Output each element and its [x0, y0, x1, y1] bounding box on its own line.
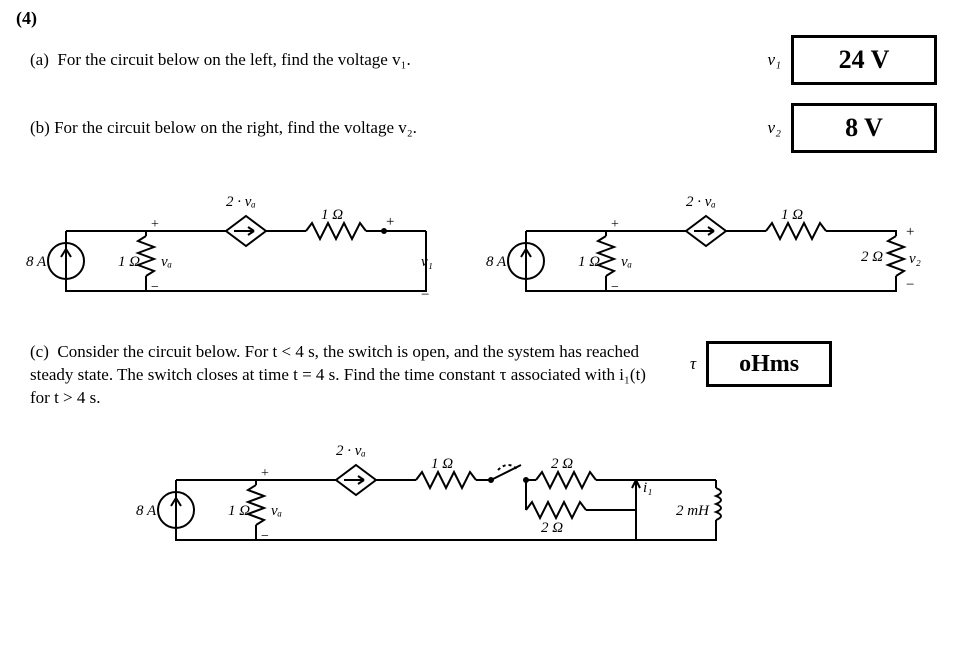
svg-text:+: +	[386, 214, 394, 230]
v1-answer-box: 24 V	[791, 35, 937, 85]
right-source-label: 8 A	[486, 254, 507, 270]
c-i-label: i₁	[643, 480, 652, 496]
left-r1-v: vₐ	[161, 254, 172, 270]
part-c-answer-block: τ oHms	[690, 341, 832, 387]
left-dep-label: 2 · vₐ	[226, 194, 256, 210]
c-source-label: 8 A	[136, 503, 157, 519]
left-r2-label: 1 Ω	[321, 207, 343, 223]
c-r4-label: 2 Ω	[541, 520, 563, 536]
right-r2-label: 1 Ω	[781, 207, 803, 223]
circuit-right: 8 A 1 Ω vₐ + − 2 · vₐ 1 Ω 2 Ω + v₂ −	[486, 171, 926, 321]
tau-label: τ	[690, 354, 696, 374]
c-r1-v: vₐ	[271, 503, 282, 519]
tau-answer-box: oHms	[706, 341, 832, 387]
svg-text:−: −	[421, 287, 429, 303]
part-a-answer-block: v₁ 24 V	[768, 35, 937, 85]
part-c-text: (c) Consider the circuit below. For t < …	[30, 341, 670, 410]
svg-text:+: +	[906, 224, 914, 240]
v2-answer-box: 8 V	[791, 103, 937, 153]
part-b-text: (b) For the circuit below on the right, …	[30, 118, 417, 138]
circuit-c-container: 8 A 1 Ω vₐ + − 2 · vₐ 1 Ω 2 Ω 2 Ω i₁ 2 m…	[136, 420, 937, 570]
right-r1-label: 1 Ω	[578, 254, 600, 270]
c-r1-label: 1 Ω	[228, 503, 250, 519]
part-a-row: (a) For the circuit below on the left, f…	[30, 35, 937, 85]
left-vout: v₁	[421, 254, 433, 270]
right-r3-label: 2 Ω	[861, 249, 883, 265]
svg-text:+: +	[611, 217, 619, 232]
svg-text:−: −	[151, 280, 159, 295]
part-c-row: (c) Consider the circuit below. For t < …	[30, 341, 937, 410]
part-a-text: (a) For the circuit below on the left, f…	[30, 50, 411, 70]
part-b-answer-block: v₂ 8 V	[768, 103, 937, 153]
right-r1-v: vₐ	[621, 254, 632, 270]
c-dep-label: 2 · vₐ	[336, 443, 366, 459]
right-vout: v₂	[909, 251, 921, 267]
c-r2-label: 1 Ω	[431, 456, 453, 472]
svg-text:−: −	[906, 277, 914, 293]
v1-label: v₁	[768, 50, 781, 70]
left-r1-label: 1 Ω	[118, 254, 140, 270]
c-r3-label: 2 Ω	[551, 456, 573, 472]
circuit-c: 8 A 1 Ω vₐ + − 2 · vₐ 1 Ω 2 Ω 2 Ω i₁ 2 m…	[136, 420, 756, 570]
circuits-row: 8 A 1 Ω vₐ + − 2 · vₐ 1 Ω + v₁ −	[26, 171, 937, 321]
c-L-label: 2 mH	[676, 503, 710, 519]
problem-number: (4)	[16, 8, 937, 29]
left-source-label: 8 A	[26, 254, 47, 270]
svg-text:+: +	[261, 466, 269, 481]
svg-text:+: +	[151, 217, 159, 232]
v2-label: v₂	[768, 118, 781, 138]
svg-text:−: −	[611, 280, 619, 295]
right-dep-label: 2 · vₐ	[686, 194, 716, 210]
circuit-left: 8 A 1 Ω vₐ + − 2 · vₐ 1 Ω + v₁ −	[26, 171, 446, 321]
svg-text:−: −	[261, 529, 269, 544]
part-b-row: (b) For the circuit below on the right, …	[30, 103, 937, 153]
